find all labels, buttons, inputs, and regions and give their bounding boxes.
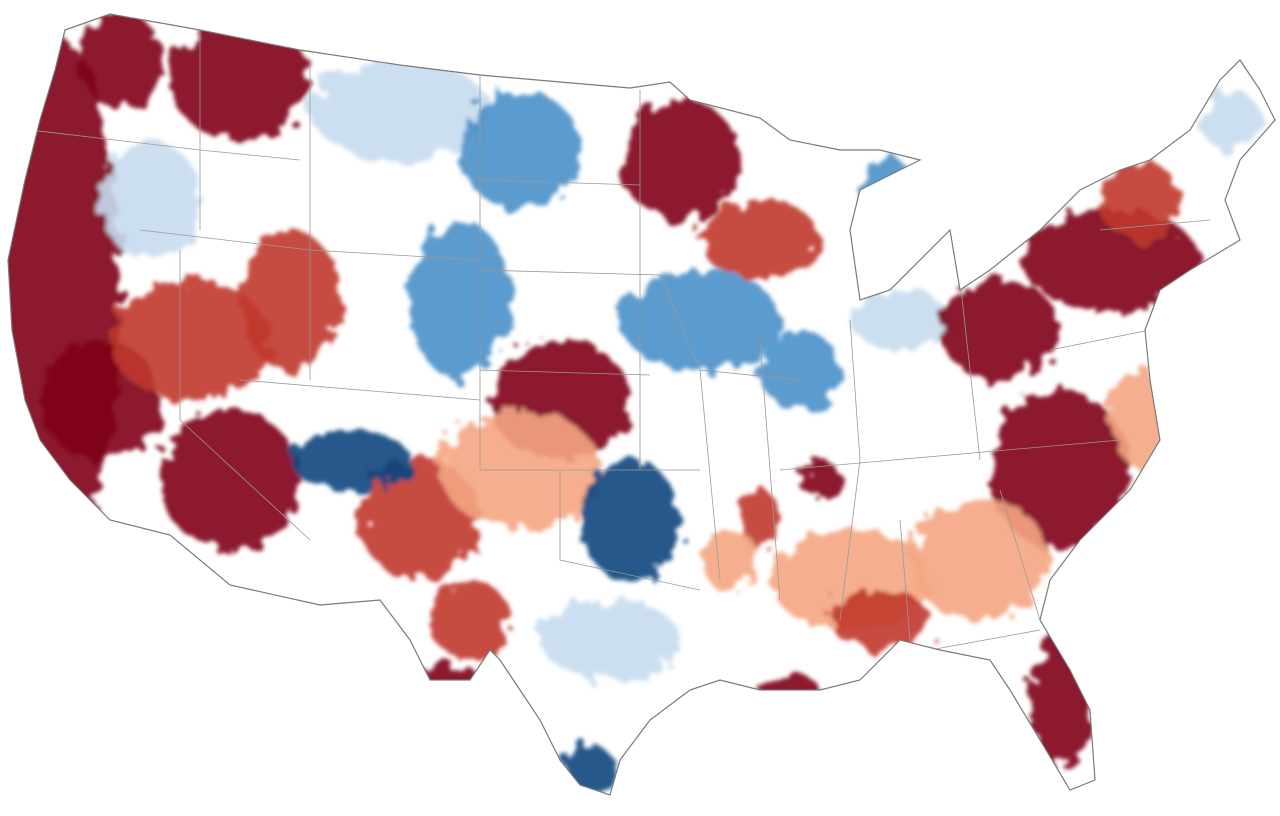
anomaly-patch-mild-negative [1200,90,1260,150]
anomaly-patch-mild-negative [540,600,680,680]
anomaly-patch-strong-positive [800,460,840,500]
anomaly-patch-positive [240,230,340,370]
anomaly-patch-mild-positive [700,530,760,590]
anomaly-patch-mild-negative [850,290,950,350]
state-boundaries [29,30,1211,651]
anomaly-patch-strong-positive [160,410,300,550]
anomaly-patch-strong-positive [990,390,1130,550]
anomaly-patch-positive [110,280,270,400]
anomaly-patch-mild-negative [100,140,200,260]
anomaly-patch-positive [430,580,510,660]
anomaly-patch-strong-negative [290,430,410,490]
anomaly-patch-strong-positive [940,280,1060,380]
anomaly-field [8,14,1260,795]
anomaly-patch-negative [410,220,510,380]
anomaly-patch-strong-positive [170,20,310,140]
anomaly-patch-strong-positive [620,100,740,220]
anomaly-patch-negative [620,270,780,370]
anomaly-patch-positive [830,590,930,650]
anomaly-patch-mild-negative [310,60,490,160]
anomaly-patch-strong-negative [580,460,680,580]
anomaly-patch-positive [740,490,780,550]
state-line [29,30,1211,651]
anomaly-patch-strong-positive [80,14,160,110]
anomaly-patch-negative [760,330,840,410]
anomaly-patch-negative [460,90,580,210]
anomaly-patch-positive [1100,160,1180,240]
anomaly-patch-mild-positive [910,500,1050,620]
anomaly-patch-positive [700,200,820,280]
